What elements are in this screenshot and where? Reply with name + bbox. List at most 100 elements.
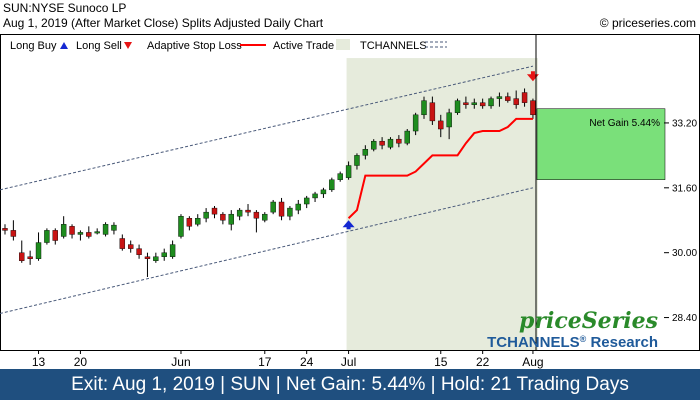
trade-zone-icon — [336, 39, 350, 50]
y-tick-label: 31.60 — [672, 183, 697, 194]
candle-body — [303, 197, 310, 205]
brand-research-word: TCHANNELS — [487, 334, 580, 351]
candle-body — [203, 211, 209, 219]
legend-adaptive-stop: Adaptive Stop Loss — [147, 40, 242, 52]
brand-name: priceSeries — [519, 308, 658, 334]
x-tick-label: 13 — [32, 355, 46, 369]
candle-body — [345, 165, 352, 178]
candle-body — [505, 96, 511, 101]
candle-body — [404, 130, 410, 144]
y-tick-label: 33.20 — [672, 118, 697, 129]
x-tick-label: 24 — [300, 355, 314, 369]
candle-body — [530, 100, 536, 116]
entry-arrow-icon — [342, 220, 355, 230]
brand-reg: ® — [580, 334, 587, 344]
chart-title: SUN:NYSE Sunoco LP — [3, 1, 126, 15]
candle-body — [287, 207, 293, 217]
candle-body — [262, 213, 268, 221]
candle-body — [295, 203, 301, 211]
candle-body — [379, 140, 385, 146]
candle-body — [127, 244, 134, 249]
candle-body — [2, 228, 8, 231]
x-tick-label: Aug — [522, 355, 543, 369]
legend-active-trade: Active Trade — [273, 40, 334, 52]
candle-body — [153, 256, 159, 261]
candle-body — [454, 100, 461, 113]
candle-body — [111, 224, 117, 231]
x-tick-label: 15 — [434, 355, 448, 369]
exit-arrow-icon — [526, 71, 539, 82]
candle-body — [278, 201, 285, 217]
x-tick-label: 20 — [74, 355, 88, 369]
candle-body — [236, 209, 243, 217]
candle-body — [421, 100, 427, 116]
long-buy-icon — [60, 42, 68, 49]
legend-tchannels: TCHANNELS — [360, 40, 427, 52]
candle-body — [52, 230, 58, 241]
candle-body — [337, 173, 343, 180]
channel-lower — [0, 187, 534, 314]
y-tick-label: 30.00 — [672, 248, 697, 259]
copyright: © priceseries.com — [600, 16, 696, 30]
candle-body — [60, 224, 67, 237]
x-tick-label: 17 — [258, 355, 272, 369]
candle-body — [354, 155, 360, 166]
candle-body — [94, 231, 100, 234]
candle-body — [463, 102, 469, 105]
candle-body — [35, 242, 42, 259]
footer-summary: Exit: Aug 1, 2019 | SUN | Net Gain: 5.44… — [0, 369, 700, 400]
x-tick-label: Jul — [341, 355, 356, 369]
brand-research: TCHANNELS® Research — [487, 334, 658, 351]
candle-body — [329, 179, 335, 191]
candle-body — [412, 114, 419, 132]
candle-body — [513, 98, 519, 105]
candle-body — [521, 92, 528, 103]
candle-body — [320, 189, 327, 195]
legend-long-sell: Long Sell — [76, 40, 122, 52]
chart-subtitle: Aug 1, 2019 (After Market Close) Splits … — [3, 16, 324, 30]
candle-body — [471, 102, 477, 105]
candle-body — [27, 256, 33, 259]
candle-body — [362, 149, 369, 156]
candle-body — [144, 256, 151, 259]
candle-body — [102, 224, 109, 235]
candle-body — [195, 218, 201, 225]
candle-body — [161, 252, 167, 257]
legend: Long Buy Long Sell Adaptive Stop Loss Ac… — [10, 39, 447, 52]
candle-body — [396, 138, 402, 144]
net-gain-label: Net Gain 5.44% — [589, 118, 660, 129]
x-tick-label: 22 — [476, 355, 490, 369]
net-gain-box — [536, 108, 666, 180]
channel-upper — [0, 65, 534, 191]
candle-body — [371, 140, 377, 150]
brand-research-suffix: Research — [586, 334, 658, 351]
candle-body — [211, 207, 218, 215]
candle-body — [429, 102, 436, 122]
candle-body — [496, 96, 503, 99]
candle-body — [312, 193, 318, 199]
candle-body — [136, 248, 142, 255]
candle-body — [178, 215, 184, 237]
brand-logo: priceSeries TCHANNELS® Research — [487, 308, 658, 351]
candle-body — [270, 201, 276, 213]
candle-body — [186, 218, 193, 227]
candle-body — [488, 98, 494, 107]
candle-body — [44, 230, 50, 243]
candle-body — [119, 238, 126, 249]
y-tick-label: 28.40 — [672, 313, 697, 324]
candle-body — [86, 232, 92, 237]
candle-body — [438, 120, 444, 130]
active-trade-zone — [346, 58, 538, 350]
candle-body — [77, 232, 84, 235]
candle-body — [19, 252, 25, 261]
candle-body — [479, 102, 486, 107]
candle-body — [446, 112, 452, 128]
candle-body — [245, 209, 251, 213]
chart: SUN:NYSE Sunoco LP Aug 1, 2019 (After Ma… — [0, 1, 700, 369]
candle-body — [10, 230, 17, 237]
long-sell-icon — [124, 42, 132, 49]
candle-body — [220, 213, 226, 221]
candle-body — [387, 138, 394, 148]
x-tick-label: Jun — [171, 355, 190, 369]
candle-body — [169, 244, 176, 257]
